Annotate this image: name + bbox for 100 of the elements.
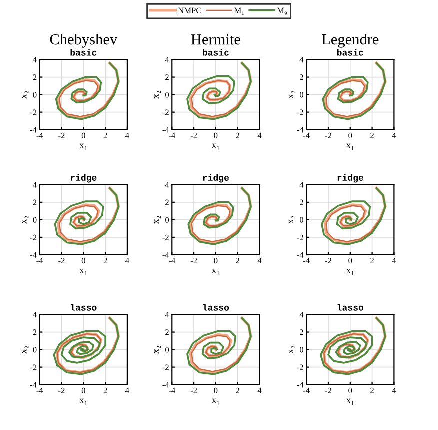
y-tick-label: -4 [297, 127, 304, 133]
y-axis-title: x₂ [154, 216, 161, 224]
legend-label: M₁ [234, 8, 244, 15]
x-tick-label: 0 [214, 258, 218, 264]
x-tick-label: 4 [392, 132, 396, 138]
y-tick-label: 0 [166, 347, 170, 353]
chart-subtitle: lasso [338, 304, 364, 311]
x-tick-label: 2 [370, 258, 374, 264]
legend-label: M₉ [277, 8, 287, 16]
chart-title: Chebyshev [50, 34, 118, 48]
x-tick-label: 4 [258, 388, 262, 394]
x-tick-label: 4 [126, 388, 130, 394]
x-tick-label: 0 [82, 132, 86, 138]
legend-label: NMPC [178, 8, 202, 14]
y-tick-label: -2 [162, 110, 169, 116]
y-axis-title: x₂ [154, 346, 161, 354]
x-axis-title: x₁ [346, 398, 354, 406]
x-tick-label: 2 [370, 132, 374, 138]
chart-subtitle: ridge [70, 174, 97, 183]
chart-subtitle: basic [203, 49, 229, 56]
x-tick-label: 2 [104, 258, 108, 264]
x-axis-title: x₁ [212, 398, 220, 406]
x-tick-label: -2 [190, 132, 198, 138]
y-tick-label: -2 [297, 234, 304, 240]
y-tick-label: -4 [162, 382, 170, 388]
x-axis-title: x₁ [80, 398, 88, 406]
x-tick-label: -2 [325, 258, 332, 264]
y-tick-label: -4 [30, 127, 37, 133]
x-tick-label: 4 [126, 132, 130, 138]
x-tick-label: -2 [190, 388, 198, 394]
x-tick-label: -2 [325, 388, 332, 394]
y-axis-title: x₂ [154, 91, 161, 99]
y-tick-label: -4 [30, 252, 37, 258]
x-tick-label: 2 [104, 388, 108, 394]
y-tick-label: -2 [162, 364, 169, 370]
x-tick-label: 2 [236, 388, 240, 394]
y-tick-label: 2 [300, 330, 304, 336]
y-axis-title: x₂ [288, 216, 296, 224]
x-tick-label: 4 [258, 258, 262, 264]
y-axis-title: x₂ [22, 216, 29, 224]
x-tick-label: 0 [214, 132, 218, 138]
x-tick-label: 4 [126, 258, 130, 264]
x-tick-label: -2 [58, 388, 65, 394]
y-tick-label: 4 [165, 182, 170, 188]
chart-title: Legendre [322, 34, 379, 48]
y-axis-title: x₂ [22, 346, 29, 354]
y-tick-label: 4 [165, 312, 170, 318]
x-tick-label: 4 [392, 258, 396, 264]
y-tick-label: 4 [33, 57, 37, 63]
y-tick-label: 0 [300, 217, 304, 223]
y-tick-label: -4 [162, 252, 170, 258]
x-tick-label: -2 [58, 132, 65, 138]
y-tick-label: -2 [162, 234, 169, 240]
x-tick-label: 2 [236, 258, 240, 264]
y-tick-label: 2 [33, 330, 37, 336]
x-tick-label: 0 [214, 388, 218, 394]
y-tick-label: -2 [30, 364, 37, 370]
y-tick-label: -2 [297, 110, 304, 116]
chart-title: Hermite [191, 34, 240, 45]
y-tick-label: 4 [300, 312, 304, 318]
y-axis-title: x₂ [22, 91, 29, 99]
y-tick-label: 4 [33, 182, 37, 188]
x-tick-label: 0 [82, 388, 86, 394]
y-tick-label: 2 [300, 200, 304, 206]
chart-subtitle: lasso [71, 304, 97, 311]
y-tick-label: 0 [33, 347, 37, 353]
y-tick-label: 4 [300, 182, 304, 188]
y-tick-label: 4 [33, 312, 37, 318]
y-tick-label: 0 [166, 217, 170, 223]
y-tick-label: -2 [297, 364, 304, 370]
x-tick-label: 4 [258, 132, 262, 138]
y-tick-label: 4 [165, 57, 170, 63]
x-axis-title: x₁ [212, 268, 220, 276]
y-axis-title: x₂ [288, 346, 296, 354]
x-tick-label: 0 [348, 388, 352, 394]
x-tick-label: -2 [58, 258, 65, 264]
x-tick-label: 2 [104, 132, 108, 138]
y-tick-label: 2 [166, 74, 169, 80]
y-tick-label: 0 [33, 92, 37, 98]
chart-subtitle: lasso [203, 304, 230, 311]
chart-subtitle: basic [337, 49, 364, 56]
y-tick-label: 0 [33, 217, 37, 223]
x-axis-title: x₁ [346, 268, 354, 276]
y-tick-label: 0 [300, 92, 304, 98]
x-axis-title: x₁ [212, 144, 220, 150]
chart-subtitle: ridge [203, 174, 230, 183]
y-tick-label: 2 [166, 330, 169, 336]
x-tick-label: 0 [82, 258, 86, 264]
y-tick-label: -4 [297, 382, 304, 388]
y-tick-label: -2 [30, 234, 37, 240]
y-tick-label: -4 [297, 252, 304, 258]
x-tick-label: -2 [190, 258, 198, 264]
y-tick-label: 2 [166, 200, 169, 206]
y-tick-label: 0 [300, 347, 304, 353]
y-tick-label: -4 [30, 382, 37, 388]
x-tick-label: -2 [325, 132, 332, 138]
x-axis-title: x₁ [80, 268, 88, 276]
x-tick-label: 2 [370, 388, 374, 394]
y-axis-title: x₂ [288, 91, 296, 99]
y-tick-label: -2 [30, 110, 37, 116]
